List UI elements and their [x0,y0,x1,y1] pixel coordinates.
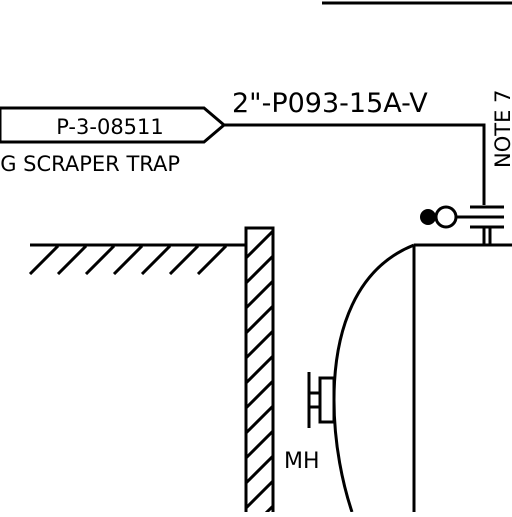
manhole-label: MH [284,449,320,474]
vessel[interactable] [332,243,512,513]
offpage-connector[interactable]: P-3-08511 [0,106,227,144]
vessel-head-curve [332,243,415,513]
line-number-label: 2"-P093-15A-V [232,88,428,119]
manhole-symbol[interactable] [307,372,336,428]
offpage-connector-outline [0,106,227,144]
offpage-connector-label: P-3-08511 [56,115,164,139]
ground-line [28,243,245,275]
note-label: NOTE 7 [491,90,512,168]
process-line[interactable] [224,123,486,205]
nozzle-flange[interactable] [470,205,504,245]
plug-symbol[interactable] [420,205,470,229]
offpage-connector-description: IG SCRAPER TRAP [0,152,180,176]
hatched-wall [244,226,275,517]
